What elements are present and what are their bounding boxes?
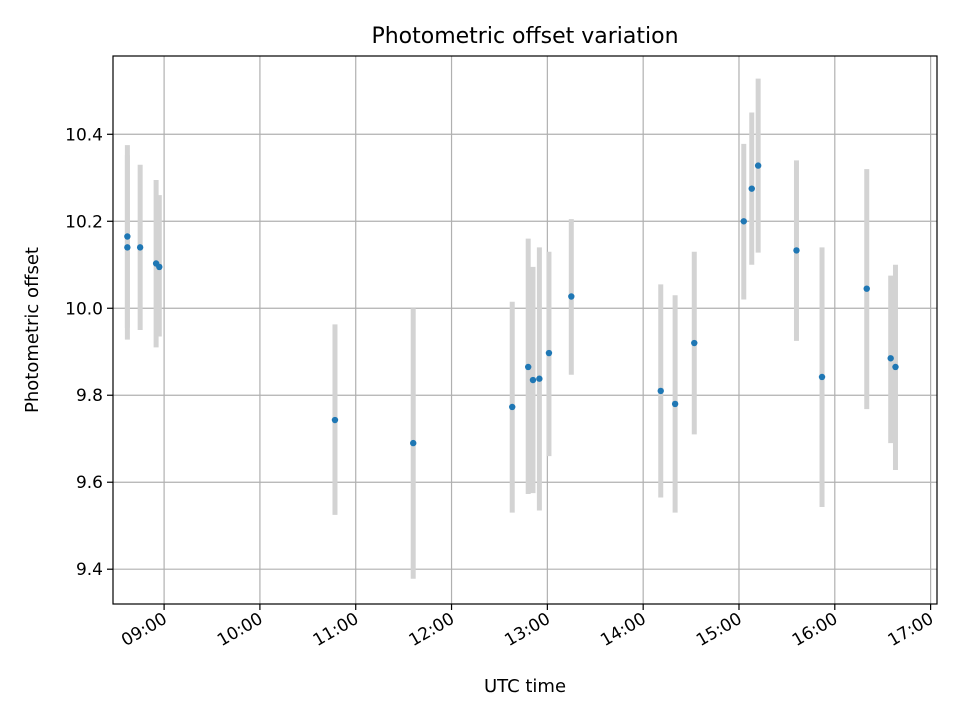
grid: [113, 56, 937, 604]
data-point: [892, 363, 899, 371]
x-tick-label: 10:00: [214, 609, 266, 651]
data-point: [410, 439, 417, 447]
data-point: [124, 244, 131, 251]
x-tick-label: 16:00: [789, 609, 841, 651]
data-point: [754, 162, 762, 169]
data-point: [156, 263, 163, 271]
data-point: [545, 349, 553, 357]
plot-frame: [112, 55, 938, 605]
data-point: [331, 416, 339, 424]
x-tick-label: 13:00: [501, 609, 553, 651]
x-tick-label: 09:00: [118, 609, 170, 651]
chart-title: Photometric offset variation: [371, 24, 678, 49]
data-point: [524, 363, 532, 371]
data-point: [568, 293, 575, 300]
x-tick-label: 14:00: [597, 609, 649, 651]
data-point: [657, 387, 664, 395]
y-axis-label: Photometric offset: [22, 247, 43, 413]
data-point: [748, 185, 755, 192]
data-point: [509, 403, 516, 411]
data-points: [124, 162, 899, 447]
y-tick-label: 10.4: [65, 125, 103, 145]
x-tick-label: 12:00: [406, 609, 458, 651]
y-tick-label: 10.0: [65, 299, 103, 319]
data-point: [793, 247, 800, 254]
data-point: [124, 233, 131, 240]
error-bars: [124, 78, 898, 579]
y-tick-label: 10.2: [65, 212, 103, 232]
y-tick-label: 9.4: [76, 560, 103, 580]
x-tick-label: 11:00: [310, 609, 362, 651]
y-tick-label: 9.8: [76, 386, 103, 406]
data-point: [671, 400, 679, 408]
x-tick-label: 17:00: [885, 609, 937, 651]
data-point: [529, 376, 537, 384]
data-point: [740, 218, 747, 225]
data-point: [887, 355, 894, 362]
y-tick-label: 9.6: [76, 473, 103, 493]
axis-ticks: 09:00 10:00 11:00 12:00 13:00 14:00 15:00 16:00…: [65, 125, 937, 651]
data-point: [691, 339, 698, 347]
data-point: [136, 244, 144, 251]
data-point: [818, 373, 826, 381]
x-tick-label: 15:00: [693, 609, 745, 651]
data-point: [536, 375, 543, 382]
data-point: [863, 285, 870, 292]
x-axis-label: UTC time: [484, 676, 566, 697]
